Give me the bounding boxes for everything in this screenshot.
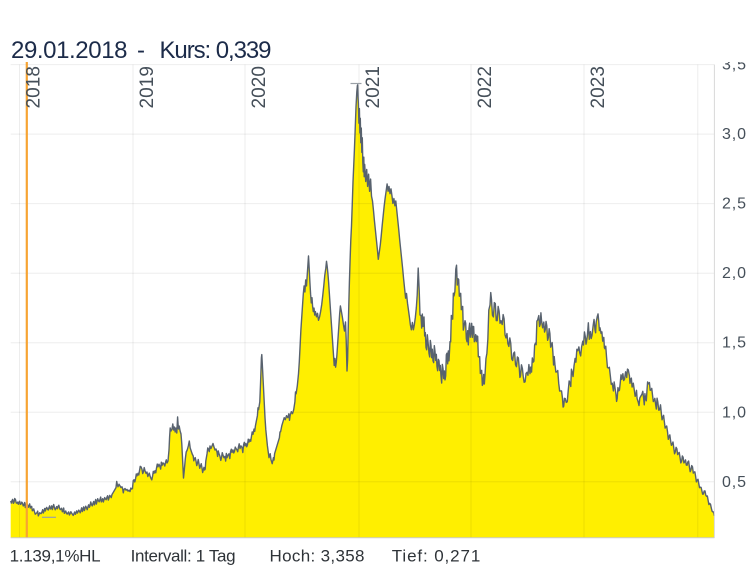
svg-text:Tief: 0,271: Tief: 0,271	[392, 547, 481, 566]
svg-text:2,5: 2,5	[722, 196, 747, 213]
svg-text:Intervall: 1 Tag: Intervall: 1 Tag	[131, 547, 236, 566]
svg-text:3,5: 3,5	[722, 57, 747, 74]
svg-text:2018: 2018	[23, 66, 44, 109]
svg-text:3,0: 3,0	[722, 126, 747, 143]
svg-text:1,5: 1,5	[722, 335, 747, 352]
svg-text:1.139,1%HL: 1.139,1%HL	[10, 547, 101, 566]
svg-text:2,0: 2,0	[722, 265, 747, 282]
svg-text:2022: 2022	[475, 66, 496, 109]
svg-text:-: -	[137, 37, 145, 64]
svg-text:0,5: 0,5	[722, 474, 747, 491]
svg-text:2020: 2020	[249, 66, 270, 109]
svg-text:Kurs: 0,339: Kurs: 0,339	[160, 37, 272, 64]
svg-text:2023: 2023	[588, 66, 609, 109]
svg-text:2019: 2019	[137, 66, 158, 109]
svg-text:1,0: 1,0	[722, 404, 747, 421]
svg-text:2021: 2021	[363, 66, 384, 109]
svg-text:29.01.2018: 29.01.2018	[11, 37, 128, 64]
svg-text:Hoch: 3,358: Hoch: 3,358	[270, 547, 365, 566]
